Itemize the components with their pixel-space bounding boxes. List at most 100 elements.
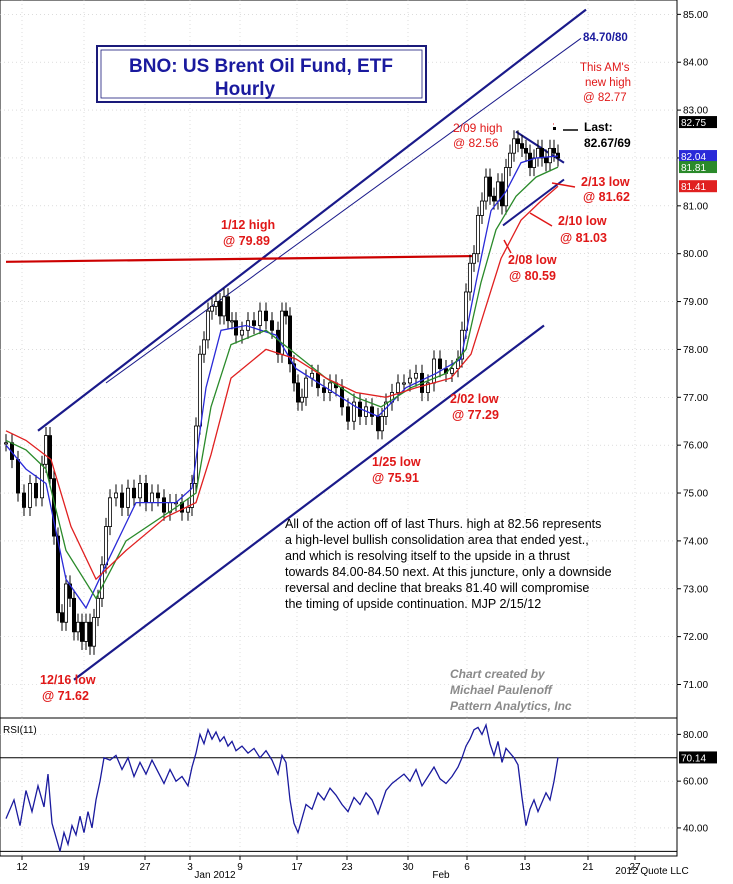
price-bar-body <box>503 167 508 207</box>
price-bar-body <box>92 617 97 647</box>
price-tick-label: 81.00 <box>683 201 708 212</box>
annotation-target-84-70: 84.70/80 <box>583 32 628 44</box>
annotation-line: 12/16 low <box>40 673 96 687</box>
rsi-last-value-label: 70.14 <box>681 753 706 764</box>
rsi-title: RSI(11) <box>3 725 37 736</box>
price-bar-body <box>120 492 125 508</box>
annotation-line: 2/08 low <box>508 253 557 267</box>
rsi-panel: 80.00 60.00 40.00 70.14 RSI(11) <box>0 717 717 857</box>
rsi-tick-label: 40.00 <box>683 823 708 834</box>
x-tick-label: 6 <box>464 862 470 873</box>
price-bar-body <box>507 152 512 168</box>
price-bar-body <box>407 377 412 384</box>
title-box: BNO: US Brent Oil Fund, ETF Hourly <box>96 45 427 103</box>
price-bar-body <box>487 176 492 197</box>
price-bar-body <box>512 138 517 154</box>
annotation-am-high: This AM's new high @ 82.77 <box>553 62 631 130</box>
price-bar-body <box>345 406 350 422</box>
price-bar-body <box>209 305 214 312</box>
last-value-box <box>679 150 717 163</box>
trendline-resistance-79.89 <box>5 254 475 263</box>
price-bar-body <box>491 195 496 202</box>
annotation-last: Last: 82.67/69 <box>563 120 631 150</box>
price-bar-body <box>303 377 308 398</box>
price-bar-body <box>64 583 69 623</box>
price-tick-label: 71.00 <box>683 680 708 691</box>
price-bar-body <box>4 442 9 445</box>
trendline-upper-channel <box>37 8 587 432</box>
price-bar-body <box>225 296 230 322</box>
x-tick-label: 3 <box>187 862 193 873</box>
annotation-210-low: 2/10 low @ 81.03 <box>529 212 607 245</box>
series-ma-red <box>5 185 559 581</box>
commentary-line: towards 84.00-84.50 next. At this junctu… <box>285 565 612 579</box>
trendline-lower-channel <box>73 324 545 681</box>
rsi-grid <box>0 718 677 856</box>
price-panel-frame <box>0 0 678 719</box>
x-tick-label: 27 <box>139 862 151 873</box>
price-bar-body <box>524 147 529 154</box>
price-bar-body <box>369 406 374 417</box>
price-bar-body <box>155 492 160 499</box>
price-bar-body <box>126 487 131 508</box>
price-bar-body <box>34 483 39 499</box>
price-bar-body <box>437 358 442 369</box>
price-bar-body <box>425 382 430 393</box>
price-bar-body <box>287 315 292 365</box>
annotation-line: 1/12 high <box>221 218 275 232</box>
price-bar-body <box>229 320 234 323</box>
last-value-label: 82.04 <box>681 152 706 163</box>
price-bar-body <box>544 157 549 164</box>
rsi-ticks: 80.00 60.00 40.00 70.14 <box>677 730 717 834</box>
price-bar-body <box>205 310 210 341</box>
x-tick-label: 17 <box>291 862 303 873</box>
price-bar-body <box>161 497 166 513</box>
price-bar-body <box>471 253 476 264</box>
annotation-line: @ 82.56 <box>453 136 499 150</box>
price-bar-body <box>483 176 488 202</box>
price-tick-label: 85.00 <box>683 10 708 21</box>
trendline-upper-inner <box>105 37 582 384</box>
price-tick-label: 75.00 <box>683 489 708 500</box>
price-bar-body <box>27 483 32 508</box>
price-bar-body <box>114 492 119 499</box>
price-bar-body <box>548 147 553 164</box>
price-bar-body <box>56 535 61 614</box>
price-bar-body <box>540 147 545 159</box>
annotation-line: @ 81.62 <box>583 190 630 204</box>
price-bar-body <box>413 372 418 379</box>
price-bar-body <box>536 147 541 159</box>
x-axis: 12 19 27 3 9 17 23 30 6 13 21 27 Jan 2012 Feb <box>16 856 641 881</box>
price-bar-body <box>552 147 557 154</box>
price-tick-label: 80.00 <box>683 249 708 260</box>
x-tick-label: 9 <box>237 862 243 873</box>
annotation-line: @ 71.62 <box>42 689 89 703</box>
annotation-line: 82.67/69 <box>584 136 631 150</box>
price-bar-body <box>76 621 81 633</box>
annotation-213-low: 2/13 low @ 81.62 <box>551 175 630 204</box>
price-bar-body <box>257 310 262 326</box>
commentary-line: the timing of upside continuation. MJP 2… <box>285 597 541 611</box>
price-bar-body <box>108 497 113 527</box>
x-tick-label: 12 <box>16 862 28 873</box>
series-ma-green <box>5 166 559 600</box>
rsi-tick-label: 80.00 <box>683 730 708 741</box>
price-bar-body <box>299 396 304 403</box>
x-tick-label: 23 <box>341 862 353 873</box>
price-bar-body <box>379 416 384 432</box>
price-bar-body <box>137 483 142 499</box>
price-bar-body <box>449 368 454 374</box>
annotation-line: Last: <box>584 120 613 134</box>
price-bar-body <box>291 363 296 384</box>
commentary-line: and which is resolving itself to the ups… <box>285 549 570 563</box>
price-trendlines <box>5 8 587 681</box>
price-tick-label: 73.00 <box>683 584 708 595</box>
price-bar-body <box>185 506 190 513</box>
price-bar-body <box>516 138 521 145</box>
annotation-line: 2/10 low <box>558 214 607 228</box>
price-bar-body <box>149 492 154 504</box>
annotation-209-high: 2/09 high @ 82.56 <box>453 121 502 150</box>
price-series <box>4 130 561 655</box>
price-bar-body <box>193 425 198 484</box>
